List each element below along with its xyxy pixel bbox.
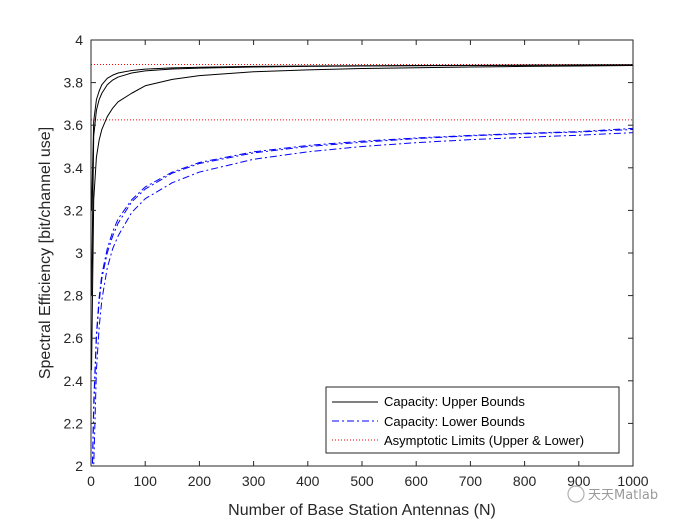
x-tick-label: 700	[459, 473, 483, 489]
series-line-upper	[91, 65, 633, 371]
asymptote-lines	[91, 63, 633, 121]
legend-box	[325, 386, 620, 454]
series-line-lower	[92, 128, 633, 466]
y-tick-label: 3.6	[64, 117, 84, 133]
x-tick-label: 300	[242, 473, 266, 489]
x-tick-label: 600	[405, 473, 429, 489]
x-tick-label: 0	[87, 473, 95, 489]
x-axis-ticks: 0 100 200 300 400 500 600 700 800 900 1000	[87, 40, 649, 489]
series-lines	[91, 64, 633, 466]
watermark: 天天Matlab	[567, 485, 658, 503]
y-axis-ticks: 2 2.2 2.4 2.6 2.8 3 3.2 3.4 3.6 3.8 4	[64, 32, 633, 474]
y-tick-label: 2.6	[64, 330, 84, 346]
series-line-upper	[91, 64, 633, 211]
x-tick-label: 1000	[617, 473, 648, 489]
y-tick-label: 3.2	[64, 202, 84, 218]
y-tick-label: 2.4	[64, 373, 84, 389]
legend: Capacity: Upper Bounds Capacity: Lower B…	[325, 386, 620, 454]
y-tick-label: 3	[75, 245, 83, 261]
y-tick-label: 2.8	[64, 288, 84, 304]
x-tick-label: 400	[296, 473, 320, 489]
y-tick-label: 2.2	[64, 415, 84, 431]
legend-label-upper: Capacity: Upper Bounds	[384, 394, 525, 409]
x-tick-label: 200	[188, 473, 212, 489]
y-tick-label: 4	[75, 32, 83, 48]
legend-label-asymptote: Asymptotic Limits (Upper & Lower)	[384, 433, 584, 448]
watermark-text: 天天Matlab	[588, 488, 658, 503]
y-tick-label: 3.8	[64, 75, 84, 91]
legend-label-lower: Capacity: Lower Bounds	[384, 414, 525, 429]
x-tick-label: 800	[513, 473, 537, 489]
y-tick-label: 2	[75, 458, 83, 474]
y-tick-label: 3.4	[64, 160, 84, 176]
x-tick-label: 900	[567, 473, 591, 489]
y-axis-label: Spectral Efficiency [bit/channel use]	[37, 127, 54, 379]
x-tick-label: 500	[350, 473, 374, 489]
x-tick-label: 100	[134, 473, 158, 489]
series-line-lower	[93, 132, 633, 466]
x-axis-label: Number of Base Station Antennas (N)	[228, 502, 496, 519]
wechat-icon	[567, 485, 585, 503]
